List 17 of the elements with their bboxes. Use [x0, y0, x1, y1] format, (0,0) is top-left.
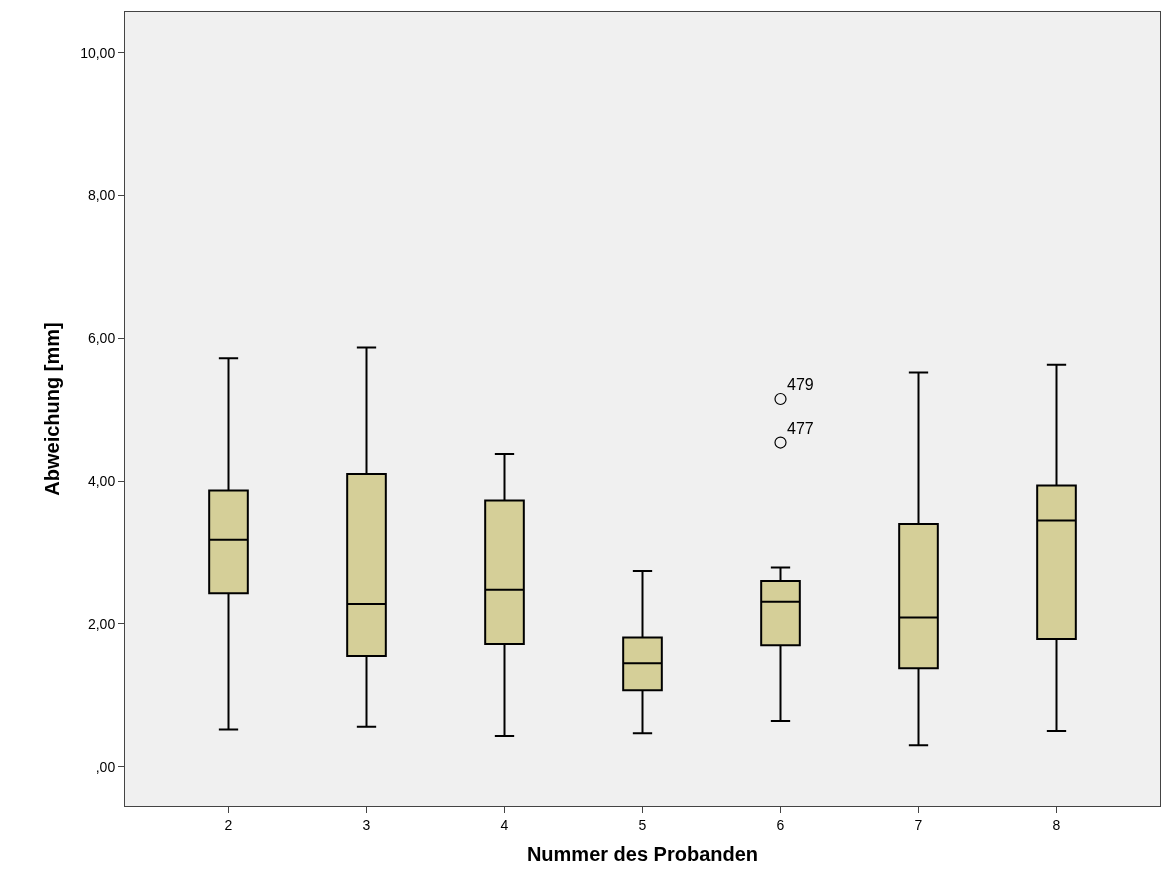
y-tick-label: 8,00	[87, 187, 116, 204]
y-tick-label: ,00	[95, 758, 116, 775]
x-tick-label: 6	[776, 816, 785, 833]
y-tick-label: 10,00	[80, 44, 116, 61]
x-tick-label: 2	[224, 816, 233, 833]
x-tick-label: 3	[362, 816, 371, 833]
annotation: 477	[787, 420, 814, 437]
x-tick-label: 7	[914, 816, 923, 833]
annotation: 479	[787, 376, 814, 393]
x-tick-label: 5	[638, 816, 647, 833]
y-tick-label: 6,00	[87, 330, 116, 347]
y-tick-label: 2,00	[87, 615, 116, 632]
y-axis-title: Abweichung [mm]	[40, 322, 63, 496]
x-tick-label: 8	[1052, 816, 1061, 833]
y-tick-label: 4,00	[87, 473, 116, 490]
x-axis-title: Nummer des Probanden	[526, 843, 759, 866]
x-tick-label: 4	[500, 816, 509, 833]
